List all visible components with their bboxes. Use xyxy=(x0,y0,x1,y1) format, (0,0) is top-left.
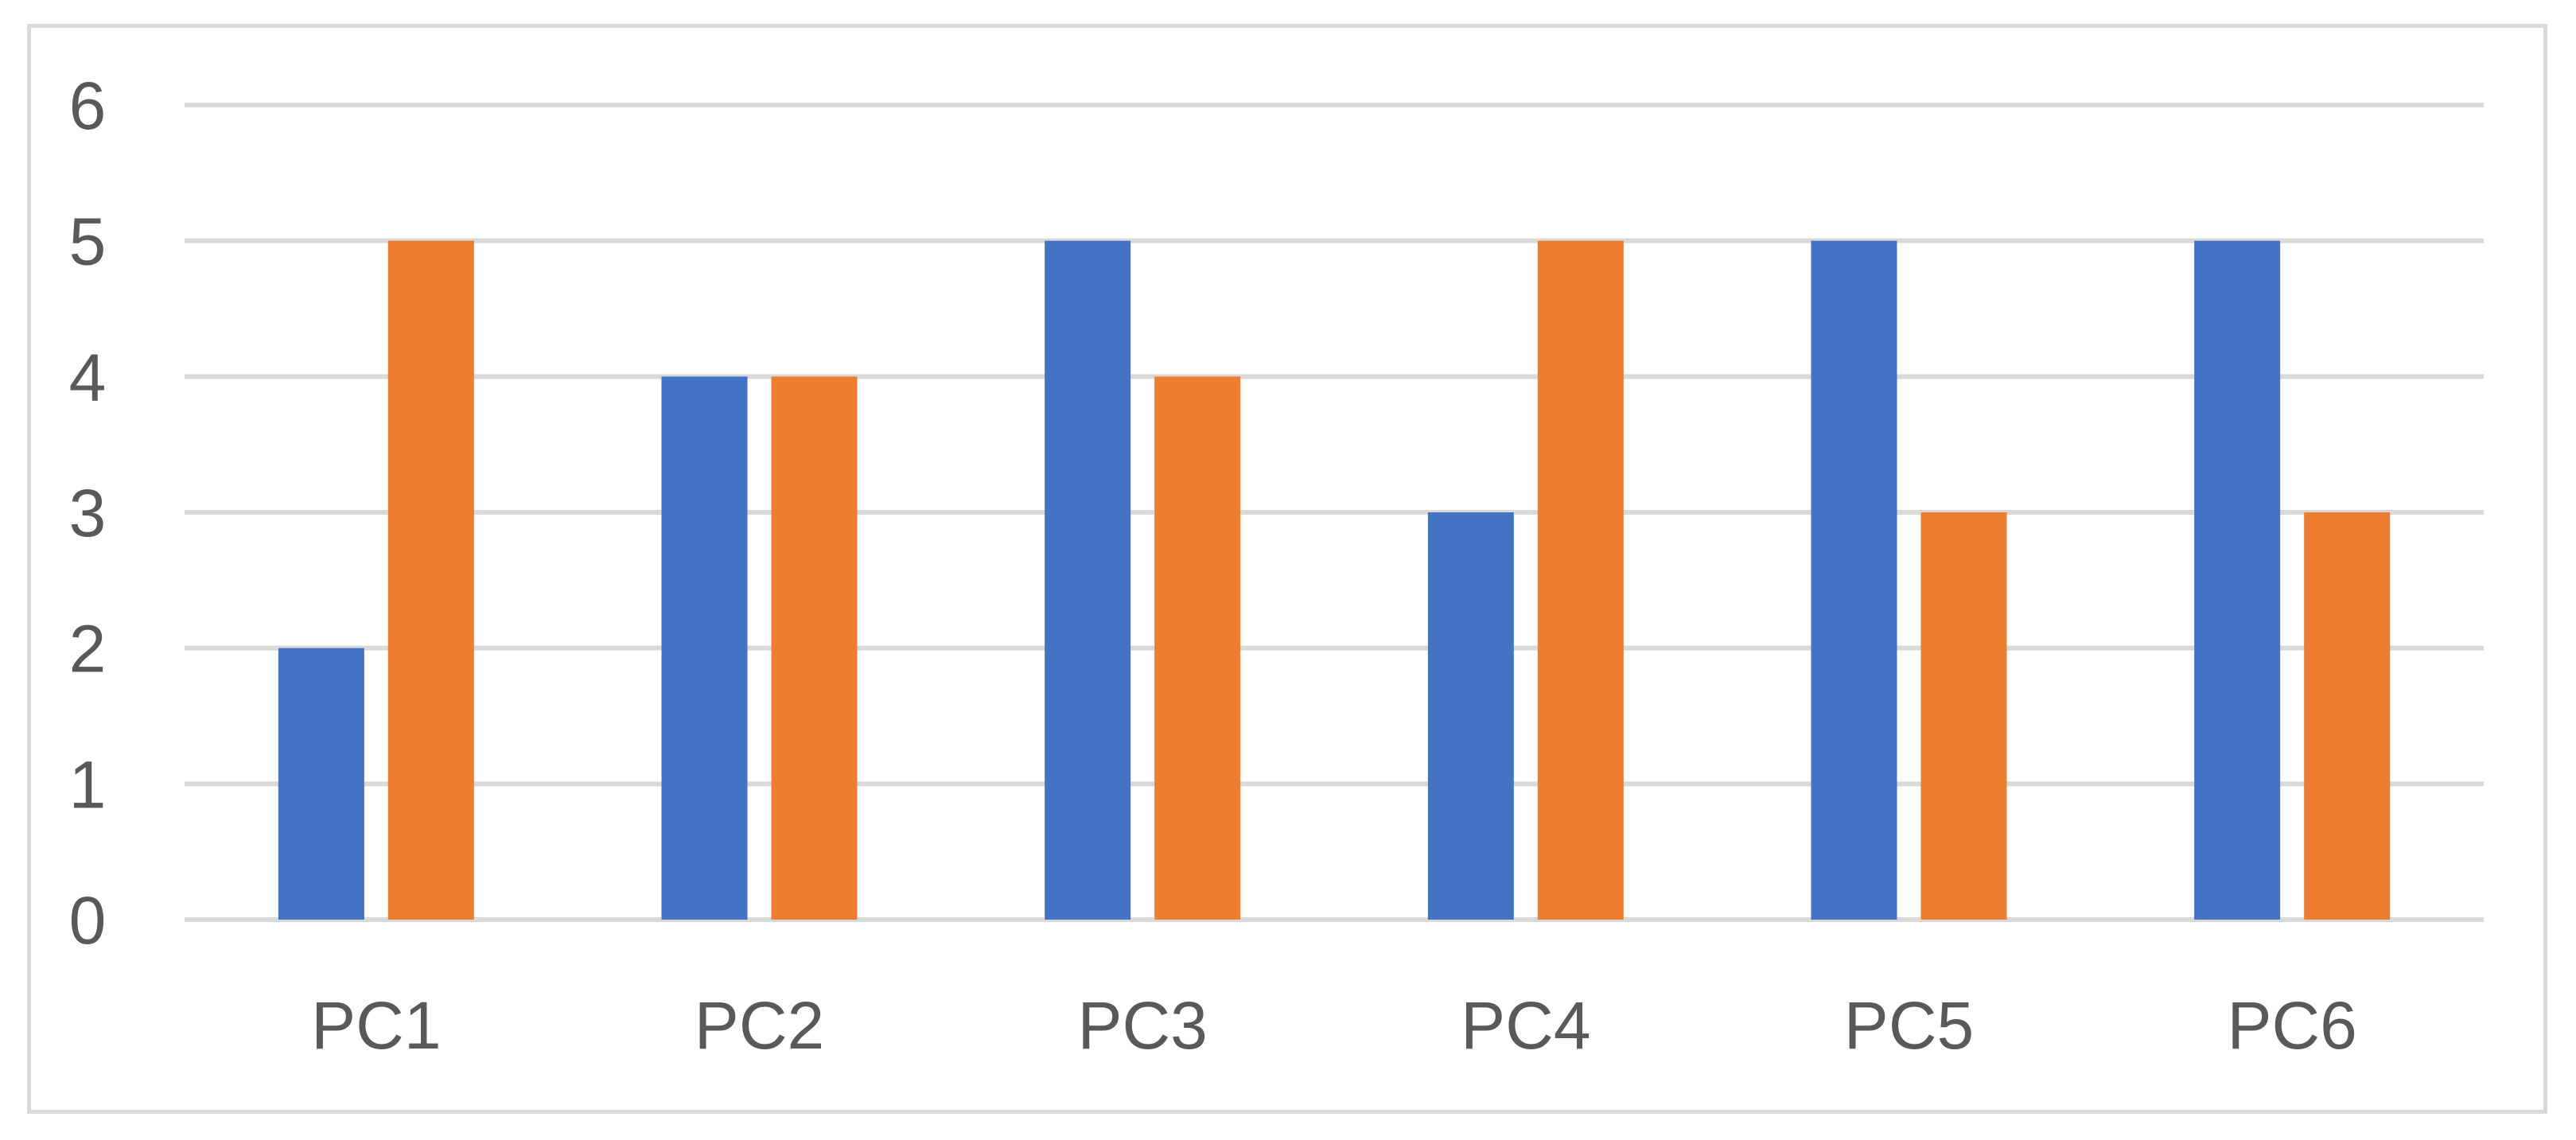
bar-series-1-pc3 xyxy=(1045,240,1131,920)
x-tick-label: PC1 xyxy=(311,988,441,1063)
y-tick-label: 6 xyxy=(69,68,107,143)
bar-series-2-pc3 xyxy=(1154,376,1241,920)
bar-series-2-pc6 xyxy=(2304,512,2391,920)
y-tick-label: 3 xyxy=(69,476,107,551)
y-axis-tick-labels: 0 1 2 3 4 5 6 xyxy=(69,68,107,958)
bar-series-2-pc4 xyxy=(1537,240,1624,920)
bar-series-2-pc5 xyxy=(1920,512,2007,920)
x-tick-label: PC6 xyxy=(2227,988,2356,1063)
y-tick-label: 0 xyxy=(69,883,107,958)
x-axis-tick-labels: PC1 PC2 PC3 PC4 PC5 PC6 xyxy=(311,988,2357,1063)
bar-series-1-pc6 xyxy=(2194,240,2281,920)
bars xyxy=(278,240,2391,920)
gridlines xyxy=(185,103,2484,922)
x-tick-label: PC4 xyxy=(1461,988,1590,1063)
bar-series-1-pc1 xyxy=(278,648,364,920)
x-tick-label: PC2 xyxy=(695,988,824,1063)
y-tick-label: 1 xyxy=(69,747,107,822)
bar-series-1-pc5 xyxy=(1811,240,1897,920)
bar-series-2-pc2 xyxy=(771,376,858,920)
y-tick-label: 4 xyxy=(69,340,107,414)
x-tick-label: PC3 xyxy=(1077,988,1207,1063)
bar-series-1-pc4 xyxy=(1427,512,1514,920)
y-tick-label: 5 xyxy=(69,204,107,279)
y-tick-label: 2 xyxy=(69,612,107,687)
bar-series-2-pc1 xyxy=(387,240,474,920)
bar-series-1-pc2 xyxy=(661,376,748,920)
x-tick-label: PC5 xyxy=(1844,988,1974,1063)
